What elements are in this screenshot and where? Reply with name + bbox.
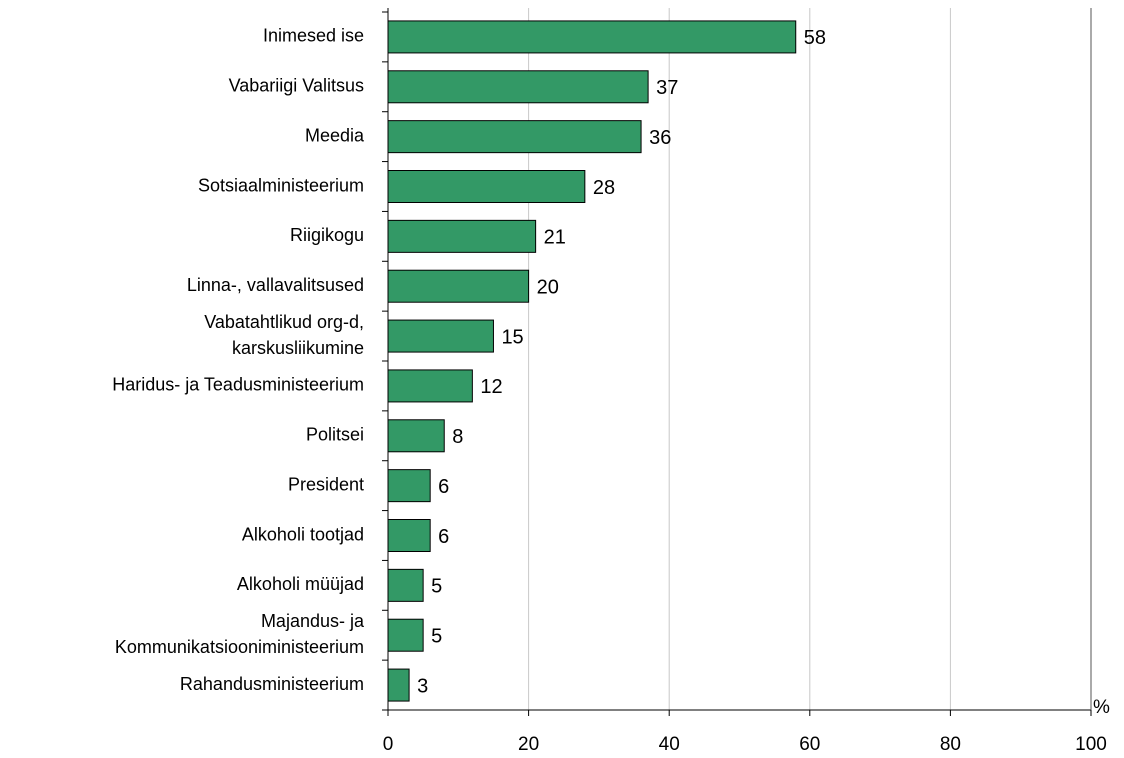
y-tick-label: Vabatahtlikud org-d,	[204, 312, 364, 332]
x-tick-label: 40	[659, 734, 680, 755]
y-tick-label: karskusliikumine	[232, 338, 364, 358]
value-label: 6	[438, 526, 449, 548]
bar	[387, 568, 424, 602]
bar	[387, 319, 494, 353]
value-label: 5	[431, 576, 442, 598]
x-axis-unit: %	[1093, 697, 1110, 718]
y-tick-label: Majandus- ja	[261, 611, 365, 631]
value-label: 6	[438, 476, 449, 498]
y-tick-label: Politsei	[306, 425, 364, 445]
value-label: 21	[544, 227, 566, 249]
bar	[387, 419, 445, 453]
y-tick-label: Haridus- ja Teadusministeerium	[112, 375, 364, 395]
y-tick-label: Linna-, vallavalitsused	[187, 275, 364, 295]
x-tick-label: 80	[940, 734, 961, 755]
bar	[387, 219, 537, 253]
bar	[387, 519, 431, 552]
y-tick-label: Alkoholi tootjad	[242, 524, 364, 544]
y-tick-label: Meedia	[305, 125, 365, 145]
y-tick-label: Vabariigi Valitsus	[229, 76, 364, 96]
value-label: 12	[480, 376, 502, 398]
y-tick-label: Sotsiaalministeerium	[198, 175, 364, 195]
x-tick-label: 60	[799, 734, 820, 755]
y-tick-label: Kommunikatsiooniministeerium	[115, 637, 364, 657]
value-label: 20	[537, 276, 559, 298]
value-label: 5	[431, 625, 442, 647]
y-tick-label: Alkoholi müüjad	[237, 574, 364, 594]
bar	[387, 369, 473, 403]
bar	[387, 269, 530, 303]
x-tick-label: 100	[1075, 734, 1107, 755]
value-label: 36	[649, 127, 671, 149]
y-tick-label: President	[288, 474, 364, 494]
y-tick-label: Rahandusministeerium	[180, 674, 364, 694]
value-label: 37	[656, 77, 678, 99]
y-tick-label: Inimesed ise	[263, 26, 364, 46]
value-label: 8	[452, 426, 463, 448]
bar	[387, 469, 431, 503]
value-label: 15	[501, 326, 523, 348]
bar	[387, 20, 797, 54]
bar	[387, 70, 649, 104]
bar	[387, 668, 410, 702]
y-tick-label: Riigikogu	[290, 225, 364, 245]
value-label: 28	[593, 177, 615, 199]
value-label: 58	[804, 27, 826, 49]
bar	[387, 170, 586, 203]
x-tick-label: 20	[518, 734, 539, 755]
value-label: 3	[417, 675, 428, 697]
bar	[387, 618, 424, 652]
x-tick-label: 0	[383, 734, 394, 755]
bar	[387, 120, 642, 154]
